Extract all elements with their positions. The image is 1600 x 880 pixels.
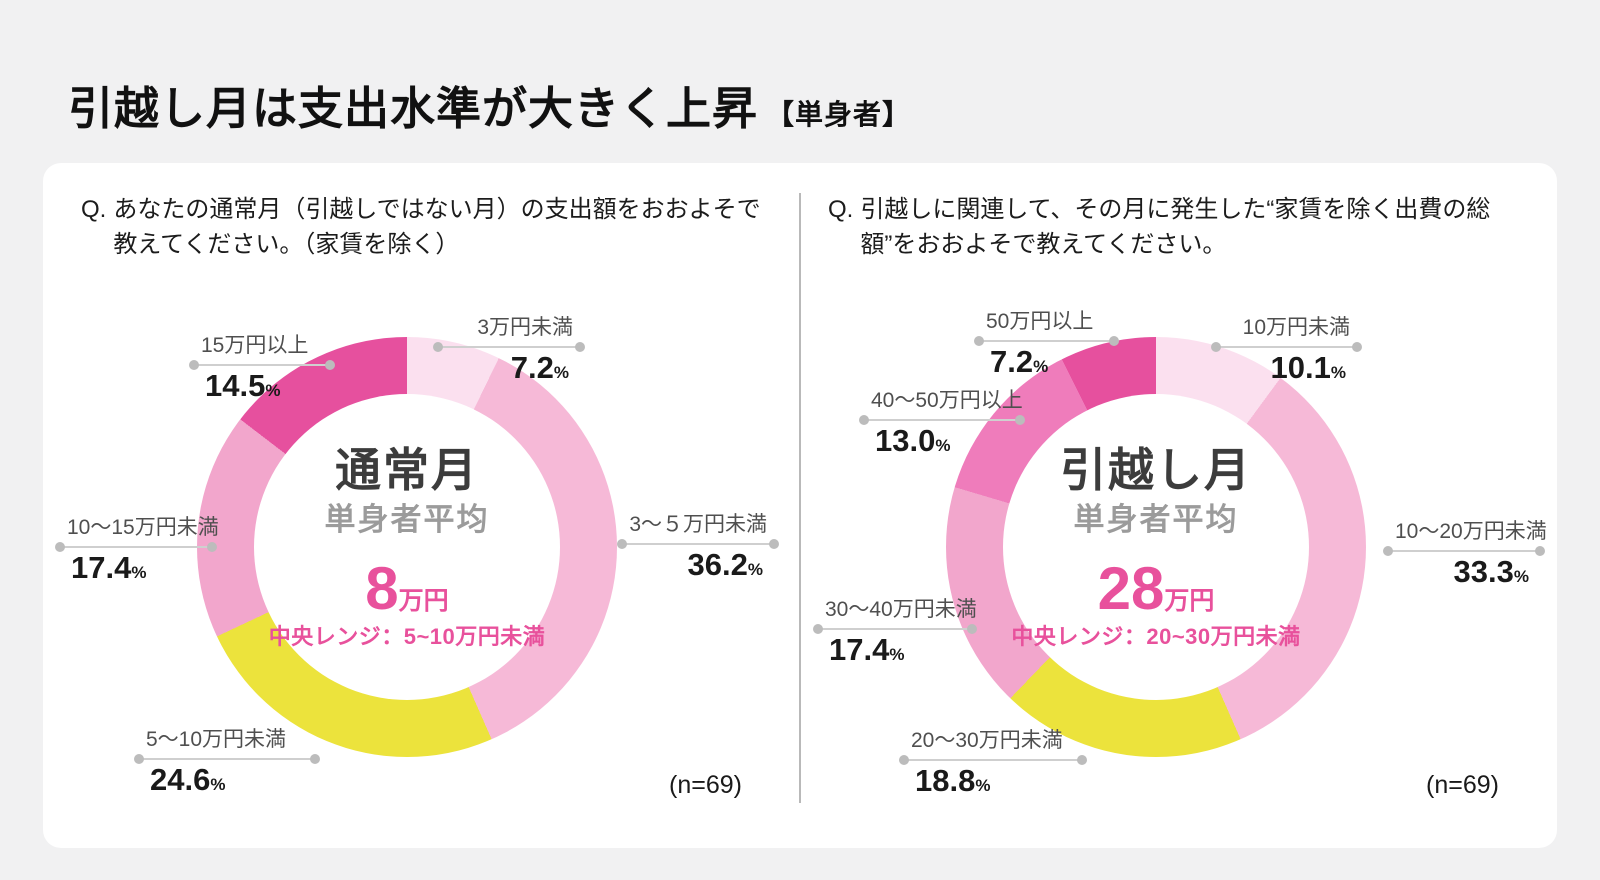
segment-label-40-50: 40〜50万円以上 13.0% [859, 388, 1025, 464]
donut-chart-normal-month: 通常月 単身者平均 8 万円 中央レンジ：5~10万円未満 [197, 337, 617, 757]
segment-name: 3万円未満 [477, 316, 573, 339]
chart-card: Q. あなたの通常月（引越しではない月）の支出額をおおよそで教えてください。（家… [43, 163, 1557, 848]
leader-line [189, 360, 335, 370]
segment-percent: 24.6% [150, 762, 226, 797]
page-title: 引越し月は支出水準が大きく上昇 【単身者】 [68, 72, 911, 137]
segment-percent: 36.2% [687, 547, 763, 582]
sample-size: (n=69) [1426, 771, 1499, 799]
segment-percent: 18.8% [915, 763, 991, 798]
segment-label-over-15: 15万円以上 14.5% [189, 333, 335, 409]
segment-name: 20〜30万円未満 [911, 729, 1063, 752]
segment-label-over-50: 50万円以上 7.2% [974, 309, 1119, 385]
segment-label-under-10: 10万円未満 10.1% [1211, 315, 1362, 391]
segment-percent: 13.0% [875, 423, 951, 458]
page-title-tag: 【単身者】 [766, 99, 912, 130]
leader-line [974, 336, 1119, 346]
segment-label-under-3: 3万円未満 7.2% [433, 315, 585, 391]
segment-name: 10万円未満 [1242, 316, 1350, 339]
segment-name: 5〜10万円未満 [146, 728, 287, 751]
leader-line [813, 624, 977, 634]
segment-percent: 17.4% [71, 550, 147, 585]
leader-line [1383, 546, 1545, 556]
donut-chart-moving-month: 引越し月 単身者平均 28 万円 中央レンジ：20~30万円未満 [946, 337, 1366, 757]
leader-line [433, 342, 585, 352]
segment-percent: 17.4% [829, 632, 905, 667]
question-moving-month: Q. 引越しに関連して、その月に発生した“家賃を除く出費の総額”をおおよそで教え… [828, 193, 1518, 263]
average-unit: 万円 [398, 587, 449, 616]
donut-center-average: 8 万円 [365, 559, 448, 619]
sample-size: (n=69) [669, 771, 742, 799]
panel-moving-month: Q. 引越しに関連して、その月に発生した“家賃を除く出費の総額”をおおよそで教え… [800, 163, 1557, 848]
segment-name: 30〜40万円未満 [825, 598, 977, 621]
segment-percent: 7.2% [510, 350, 569, 385]
segment-name: 50万円以上 [986, 310, 1094, 333]
question-normal-month: Q. あなたの通常月（引越しではない月）の支出額をおおよそで教えてください。（家… [81, 193, 761, 263]
segment-percent: 10.1% [1270, 350, 1346, 385]
question-text: 引越しに関連して、その月に発生した“家賃を除く出費の総額”をおおよそで教えてくだ… [860, 196, 1491, 258]
panel-normal-month: Q. あなたの通常月（引越しではない月）の支出額をおおよそで教えてください。（家… [43, 163, 800, 848]
donut-center-title: 通常月 [335, 443, 479, 496]
segment-percent: 7.2% [990, 344, 1049, 379]
donut-center-average: 28 万円 [1098, 559, 1215, 619]
segment-label-5-10: 5〜10万円未満 24.6% [134, 727, 320, 803]
average-unit: 万円 [1164, 587, 1215, 616]
donut-center: 通常月 単身者平均 8 万円 中央レンジ：5~10万円未満 [254, 394, 560, 700]
segment-label-20-30: 20〜30万円未満 18.8% [899, 728, 1087, 804]
segment-label-3-5: 3〜５万円未満 36.2% [617, 512, 779, 588]
leader-line [134, 754, 320, 764]
page-title-text: 引越し月は支出水準が大きく上昇 [68, 83, 759, 134]
panel-divider [799, 193, 801, 803]
segment-label-10-15: 10〜15万円未満 17.4% [55, 515, 219, 591]
donut-center-subtitle: 単身者平均 [324, 502, 490, 538]
leader-line [617, 539, 779, 549]
segment-percent: 33.3% [1453, 554, 1529, 589]
segment-label-10-20: 10〜20万円未満 33.3% [1383, 519, 1547, 595]
leader-line [55, 542, 217, 552]
donut-center-median: 中央レンジ：5~10万円未満 [268, 624, 546, 650]
leader-line [899, 755, 1087, 765]
question-prefix: Q. [828, 196, 854, 223]
donut-center: 引越し月 単身者平均 28 万円 中央レンジ：20~30万円未満 [1003, 394, 1309, 700]
segment-name: 40〜50万円以上 [871, 389, 1023, 412]
question-text: あなたの通常月（引越しではない月）の支出額をおおよそで教えてください。（家賃を除… [113, 196, 761, 258]
donut-center-median: 中央レンジ：20~30万円未満 [1011, 624, 1301, 650]
question-prefix: Q. [81, 196, 107, 223]
segment-name: 10〜15万円未満 [67, 516, 219, 539]
average-value: 8 [365, 555, 399, 623]
leader-line [859, 415, 1025, 425]
average-value: 28 [1097, 555, 1165, 623]
segment-label-30-40: 30〜40万円未満 17.4% [813, 597, 977, 673]
segment-name: 10〜20万円未満 [1395, 520, 1547, 543]
segment-name: 15万円以上 [201, 334, 309, 357]
donut-center-subtitle: 単身者平均 [1073, 502, 1239, 538]
donut-center-title: 引越し月 [1060, 443, 1252, 496]
segment-percent: 14.5% [205, 368, 281, 403]
segment-name: 3〜５万円未満 [629, 513, 767, 536]
leader-line [1211, 342, 1362, 352]
